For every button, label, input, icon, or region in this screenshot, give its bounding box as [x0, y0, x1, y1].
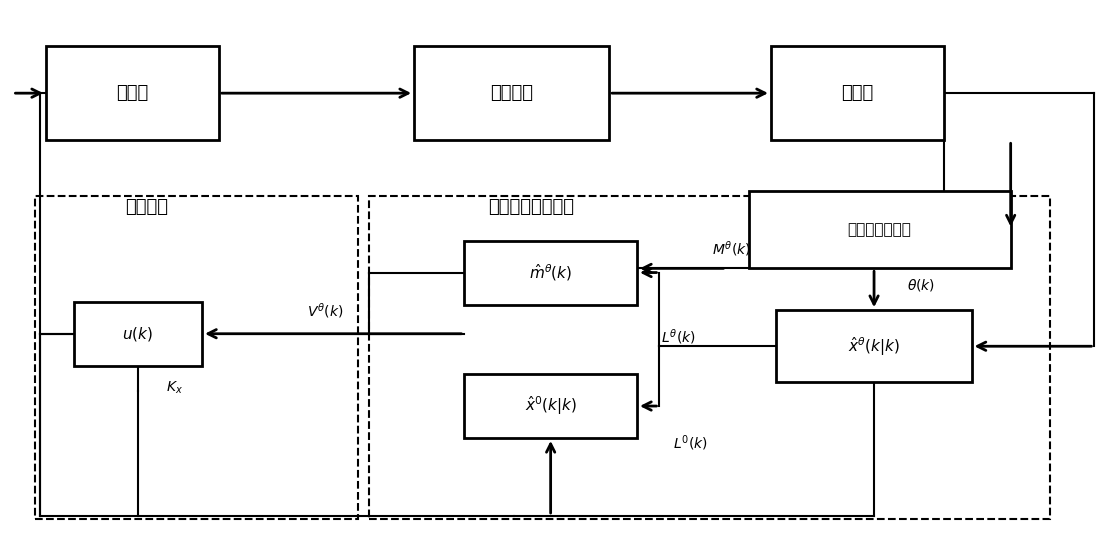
- FancyBboxPatch shape: [771, 46, 944, 140]
- Text: $u(k)$: $u(k)$: [123, 325, 153, 343]
- FancyBboxPatch shape: [464, 240, 637, 305]
- Text: $L^\theta(k)$: $L^\theta(k)$: [661, 327, 695, 345]
- Text: $\theta(k)$: $\theta(k)$: [908, 277, 936, 293]
- FancyBboxPatch shape: [749, 191, 1011, 268]
- Text: $\hat{x}^0(k|k)$: $\hat{x}^0(k|k)$: [524, 395, 577, 418]
- Text: 容错控制: 容错控制: [125, 197, 168, 216]
- FancyBboxPatch shape: [46, 46, 219, 140]
- FancyBboxPatch shape: [414, 46, 609, 140]
- Text: $\hat{m}^\theta(k)$: $\hat{m}^\theta(k)$: [529, 262, 572, 283]
- Text: $\hat{x}^\theta(k|k)$: $\hat{x}^\theta(k|k)$: [849, 335, 900, 358]
- Text: 被控对象: 被控对象: [490, 84, 533, 102]
- Text: 故障检测与隔离: 故障检测与隔离: [847, 222, 911, 237]
- Text: $M^\theta(k)$: $M^\theta(k)$: [712, 239, 751, 258]
- Text: $K_x$: $K_x$: [165, 380, 182, 396]
- FancyBboxPatch shape: [464, 374, 637, 438]
- Text: 双层卡尔曼滤波器: 双层卡尔曼滤波器: [489, 197, 575, 216]
- FancyBboxPatch shape: [777, 310, 972, 382]
- Text: 执行器: 执行器: [116, 84, 149, 102]
- Text: $V^\theta(k)$: $V^\theta(k)$: [306, 301, 343, 320]
- Text: 传感器: 传感器: [841, 84, 873, 102]
- FancyBboxPatch shape: [74, 302, 202, 366]
- Text: $L^0(k)$: $L^0(k)$: [673, 434, 708, 453]
